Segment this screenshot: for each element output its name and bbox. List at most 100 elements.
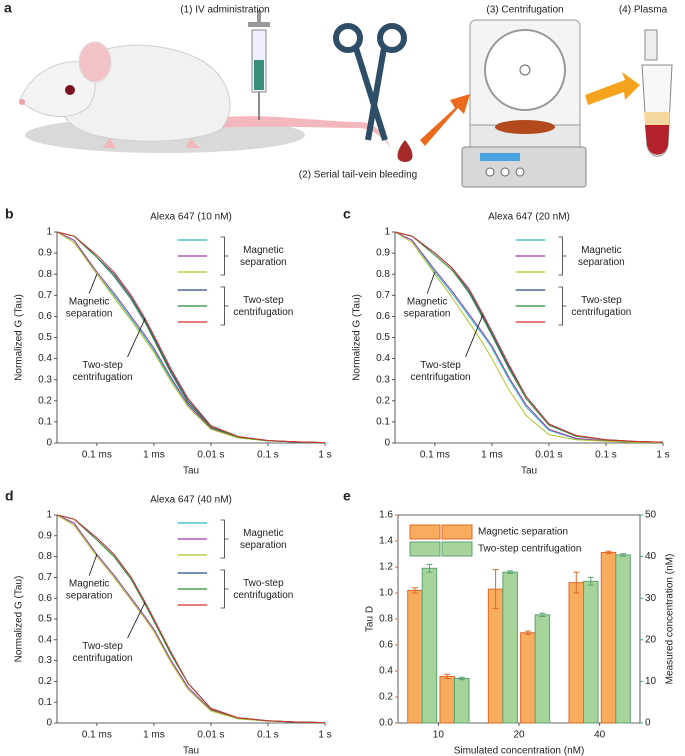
x-axis-label: Tau <box>521 466 537 477</box>
x-axis-label: Tau <box>183 466 199 477</box>
y-tick-label: 0.4 <box>379 666 393 677</box>
x-tick-label: 1 ms <box>143 450 165 461</box>
x-tick-label: 0.1 s <box>257 450 279 461</box>
y-axis-label: Normalized G (Tau) <box>14 294 25 381</box>
tube <box>641 29 673 157</box>
y-tick-label: 0.7 <box>376 290 390 301</box>
x-axis-label: Tau <box>183 746 199 756</box>
arrow <box>420 94 470 146</box>
x-axis-label: Simulated concentration (nM) <box>454 746 585 756</box>
y-tick-label: 0.8 <box>376 269 390 280</box>
y-tick-label: 1 <box>384 227 390 238</box>
annotation-pointer <box>127 318 146 358</box>
ear <box>78 41 112 83</box>
y-tick-label: 1.2 <box>379 562 393 573</box>
x-tick-label: 1 ms <box>481 450 503 461</box>
step-label: (1) IV administration <box>180 5 269 16</box>
y-tick-label: 0.2 <box>379 692 393 703</box>
y2-tick-label: 40 <box>645 551 657 562</box>
panel-letter: b <box>5 206 14 222</box>
legend-label: Magnetic separation <box>240 528 287 551</box>
annotation-pointer <box>465 314 484 358</box>
legend-swatch <box>409 524 441 540</box>
y-tick-label: 0.8 <box>38 551 52 562</box>
annotation-pointer <box>426 271 436 294</box>
y-tick-label: 0.1 <box>376 417 390 428</box>
centrifuge <box>461 19 587 188</box>
scissors <box>333 23 407 141</box>
curve <box>394 231 664 443</box>
panel-letter: d <box>5 488 14 504</box>
bar <box>615 554 631 724</box>
y-tick-label: 0.9 <box>38 530 52 541</box>
legend-label: Two-step centrifugation <box>233 295 293 318</box>
x-tick-label: 1 s <box>656 450 669 461</box>
y-tick-label: 0.6 <box>379 640 393 651</box>
annotation: Two-step centrifugation <box>411 360 471 383</box>
step-label: (3) Centrifugation <box>486 5 563 16</box>
chart-title: Alexa 647 (40 nM) <box>150 495 232 506</box>
bar <box>568 582 585 724</box>
y2-tick-label: 50 <box>645 510 657 521</box>
illustration: a <box>4 0 673 188</box>
annotation: Magnetic separation <box>404 296 451 319</box>
y-tick-label: 0.1 <box>38 417 52 428</box>
y-tick-label: 0.3 <box>38 374 52 385</box>
y-tick-label: 1.0 <box>379 588 393 599</box>
annotation: Two-step centrifugation <box>73 360 133 383</box>
bar <box>502 571 518 724</box>
y-tick-label: 0 <box>46 718 52 729</box>
annotation: Magnetic separation <box>66 578 113 601</box>
x-tick-label: 0.1 ms <box>82 450 112 461</box>
x-tick-label: 40 <box>594 730 606 741</box>
legend-bracket <box>558 236 567 276</box>
annotation-pointer <box>127 602 146 639</box>
legend-bracket <box>220 286 229 326</box>
y-tick-label: 0 <box>384 438 390 449</box>
error-bar <box>444 673 451 679</box>
panel-letter: a <box>4 0 12 16</box>
tail <box>215 116 392 150</box>
nose <box>19 99 25 105</box>
error-bar <box>426 563 433 573</box>
x-tick-label: 1 s <box>318 450 331 461</box>
annotation-pointer <box>88 554 98 576</box>
arrow <box>585 72 640 105</box>
error-bar <box>458 676 465 681</box>
y-tick-label: 0 <box>46 438 52 449</box>
step-label: (2) Serial tail-vein bleeding <box>299 170 417 181</box>
y-tick-label: 1.6 <box>379 510 393 521</box>
legend-label: Two-step centrifugation <box>478 544 581 555</box>
x-tick-label: 1 s <box>318 730 331 741</box>
error-bar <box>507 570 514 574</box>
error-bar <box>411 587 418 594</box>
y2-tick-label: 0 <box>645 718 651 729</box>
y2-tick-label: 30 <box>645 593 657 604</box>
legend-swatch <box>441 524 473 540</box>
y2-tick-label: 20 <box>645 634 657 645</box>
y-tick-label: 0.2 <box>38 395 52 406</box>
bar <box>600 551 617 724</box>
y-tick-label: 0.7 <box>38 572 52 583</box>
x-tick-label: 20 <box>513 730 525 741</box>
error-bar <box>492 569 499 610</box>
y-tick-label: 0.3 <box>376 374 390 385</box>
y-axis-label: Normalized G (Tau) <box>14 576 25 663</box>
legend-bracket <box>220 519 229 559</box>
x-tick-label: 0.01 s <box>197 450 224 461</box>
curve <box>394 231 664 443</box>
legend-label: Magnetic separation <box>478 527 568 538</box>
bar <box>583 580 599 724</box>
y-tick-label: 0.6 <box>38 593 52 604</box>
bar <box>534 614 551 724</box>
y-tick-label: 0.5 <box>376 332 390 343</box>
eye <box>65 85 75 95</box>
curve <box>56 514 326 724</box>
y-tick-label: 1 <box>46 227 52 238</box>
bar <box>453 677 470 724</box>
bar <box>407 589 423 724</box>
bar <box>487 588 504 724</box>
y-tick-label: 0.4 <box>38 353 52 364</box>
x-tick-label: 0.1 ms <box>82 730 112 741</box>
